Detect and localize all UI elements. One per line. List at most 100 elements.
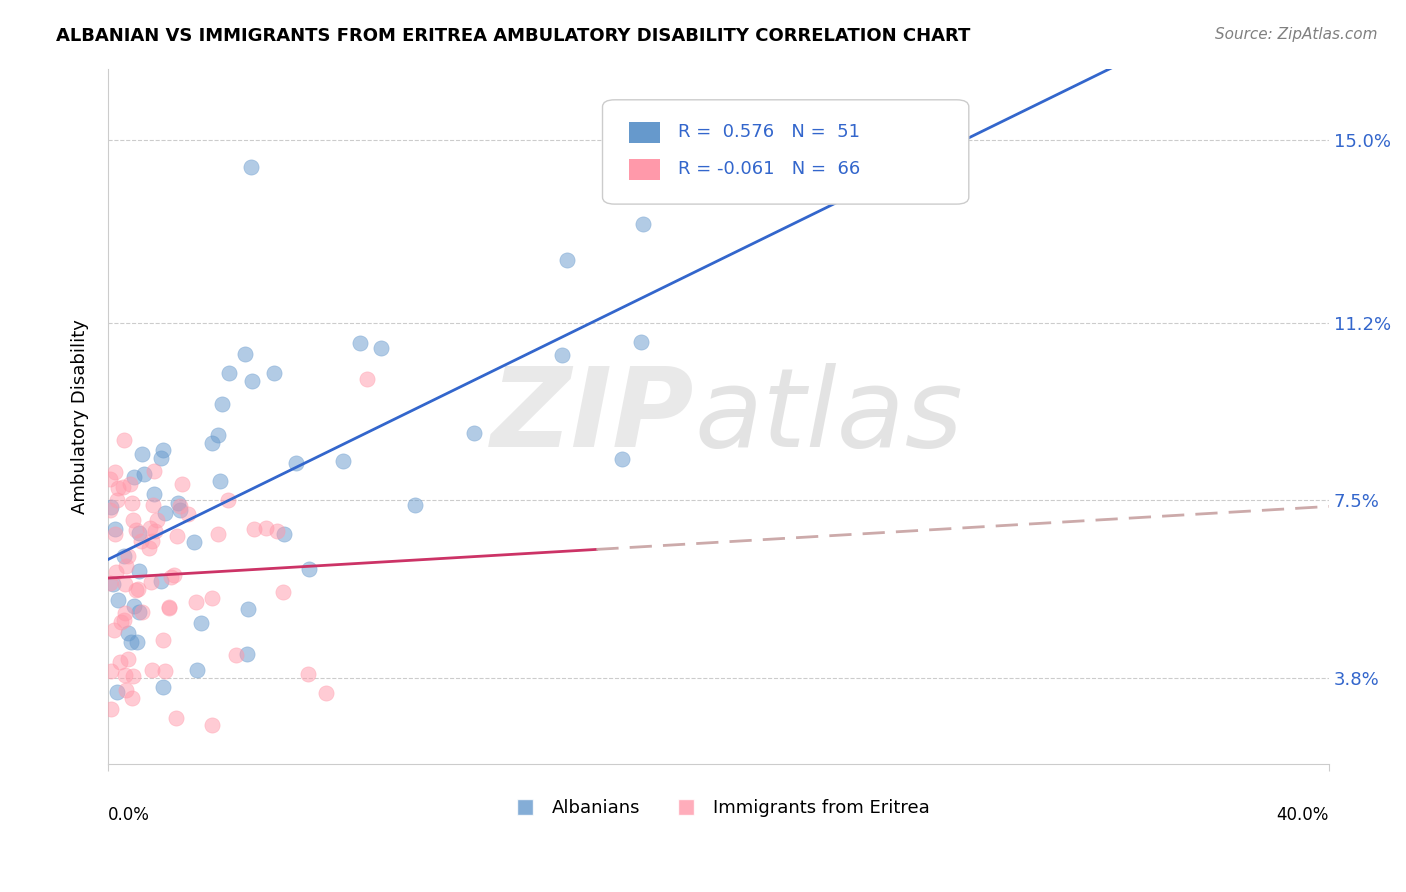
Point xyxy=(117,626,139,640)
Point xyxy=(149,451,172,466)
Point xyxy=(105,685,128,699)
Point xyxy=(128,605,150,619)
Point xyxy=(112,434,135,448)
Y-axis label: Ambulatory Disability: Ambulatory Disability xyxy=(72,318,89,514)
Point xyxy=(238,602,260,616)
Point xyxy=(160,570,183,584)
Point xyxy=(273,527,295,541)
Point xyxy=(104,466,127,480)
Point xyxy=(121,496,143,510)
Point xyxy=(128,564,150,578)
Point xyxy=(122,513,145,527)
Point xyxy=(131,447,153,461)
Point xyxy=(121,690,143,705)
Point xyxy=(107,592,129,607)
Point xyxy=(112,549,135,563)
Point xyxy=(107,481,129,495)
Point xyxy=(207,527,229,541)
Point xyxy=(120,635,142,649)
Point xyxy=(218,367,240,381)
Point xyxy=(263,366,285,380)
Text: 0.0%: 0.0% xyxy=(108,805,150,823)
Point xyxy=(152,633,174,648)
Point xyxy=(169,500,191,514)
Point xyxy=(122,669,145,683)
Point xyxy=(163,567,186,582)
Point xyxy=(124,523,146,537)
Point xyxy=(105,492,128,507)
Point xyxy=(315,686,337,700)
Point xyxy=(114,682,136,697)
Point xyxy=(112,613,135,627)
Point xyxy=(211,396,233,410)
Point xyxy=(332,454,354,468)
Point xyxy=(115,559,138,574)
Point xyxy=(98,503,121,517)
Point xyxy=(157,600,180,615)
Point xyxy=(463,425,485,440)
Point xyxy=(143,464,166,478)
Point xyxy=(146,513,169,527)
Point xyxy=(190,615,212,630)
Point xyxy=(153,506,176,520)
Point xyxy=(134,467,156,481)
Point xyxy=(201,717,224,731)
Point xyxy=(122,599,145,613)
Point xyxy=(138,541,160,556)
Point xyxy=(172,476,194,491)
Point xyxy=(98,472,121,486)
Point xyxy=(114,606,136,620)
Point xyxy=(186,663,208,677)
Point xyxy=(125,635,148,649)
Point xyxy=(131,605,153,619)
Point xyxy=(114,668,136,682)
Point xyxy=(152,443,174,458)
Point xyxy=(254,520,277,534)
Point xyxy=(169,503,191,517)
Point xyxy=(129,533,152,548)
FancyBboxPatch shape xyxy=(603,100,969,204)
Point xyxy=(284,456,307,470)
Point xyxy=(176,507,198,521)
Point xyxy=(112,480,135,494)
Point xyxy=(104,565,127,579)
Point xyxy=(557,253,579,268)
Point xyxy=(551,348,574,362)
Point xyxy=(141,533,163,548)
Point xyxy=(103,624,125,638)
Point xyxy=(201,435,224,450)
Point xyxy=(100,664,122,678)
Point xyxy=(98,576,121,591)
Point xyxy=(117,652,139,666)
Point xyxy=(143,524,166,539)
Point xyxy=(122,470,145,484)
Point xyxy=(117,549,139,564)
Point xyxy=(349,336,371,351)
Point xyxy=(139,575,162,590)
Point xyxy=(165,711,187,725)
Point xyxy=(152,680,174,694)
Text: ZIP: ZIP xyxy=(491,363,695,470)
Text: R =  0.576   N =  51: R = 0.576 N = 51 xyxy=(678,123,860,141)
Point xyxy=(104,526,127,541)
Point xyxy=(157,601,180,615)
Point xyxy=(630,334,652,349)
Bar xyxy=(630,159,659,180)
Point xyxy=(166,529,188,543)
Text: 40.0%: 40.0% xyxy=(1277,805,1329,823)
Text: ALBANIAN VS IMMIGRANTS FROM ERITREA AMBULATORY DISABILITY CORRELATION CHART: ALBANIAN VS IMMIGRANTS FROM ERITREA AMBU… xyxy=(56,27,970,45)
Point xyxy=(612,452,634,467)
Point xyxy=(239,160,262,174)
Point xyxy=(233,346,256,360)
Legend: Albanians, Immigrants from Eritrea: Albanians, Immigrants from Eritrea xyxy=(501,792,936,824)
Point xyxy=(217,492,239,507)
Point xyxy=(149,574,172,588)
Point xyxy=(128,526,150,541)
Point xyxy=(207,428,229,442)
Text: atlas: atlas xyxy=(695,363,963,470)
Point xyxy=(100,702,122,716)
Point xyxy=(142,487,165,501)
Point xyxy=(208,474,231,488)
Point xyxy=(184,595,207,609)
Point xyxy=(183,534,205,549)
